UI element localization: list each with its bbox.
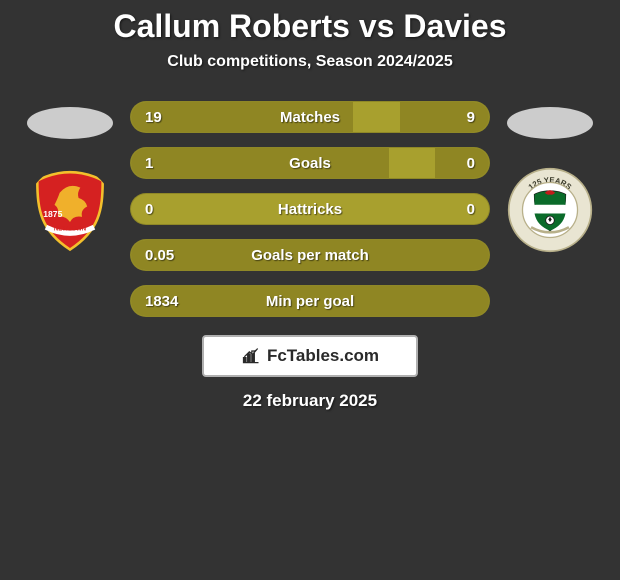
stat-row: 19 9 Matches	[130, 101, 490, 133]
watermark: FcTables.com	[202, 335, 418, 377]
stat-fill-left	[131, 148, 389, 178]
stat-value-left: 19	[145, 109, 162, 126]
watermark-text: FcTables.com	[267, 346, 379, 366]
stat-label: Goals	[289, 155, 331, 172]
stat-row: 0.05 Goals per match	[130, 239, 490, 271]
stat-value-left: 0	[145, 201, 153, 218]
stat-fill-right	[435, 148, 489, 178]
left-player-ellipse	[27, 107, 113, 139]
right-club-badge: 125 YEARS	[507, 167, 593, 253]
right-club-badge-svg: 125 YEARS	[507, 167, 593, 253]
stat-value-left: 0.05	[145, 247, 174, 264]
stat-value-right: 9	[467, 109, 475, 126]
right-player-ellipse	[507, 107, 593, 139]
chart-icon	[241, 346, 261, 366]
stat-row: 1 0 Goals	[130, 147, 490, 179]
left-club-badge-svg: 1875 NEWTOWN	[27, 167, 113, 253]
stat-value-left: 1834	[145, 293, 178, 310]
stat-row: 1834 Min per goal	[130, 285, 490, 317]
stat-row: 0 0 Hattricks	[130, 193, 490, 225]
svg-text:NEWTOWN: NEWTOWN	[54, 227, 86, 233]
stat-label: Hattricks	[278, 201, 342, 218]
right-player-col: 125 YEARS	[490, 101, 610, 253]
left-player-col: 1875 NEWTOWN	[10, 101, 130, 253]
stat-label: Min per goal	[266, 293, 354, 310]
stat-fill-right	[400, 102, 490, 132]
stat-value-left: 1	[145, 155, 153, 172]
stats-bars: 19 9 Matches 1 0 Goals 0 0 Hattricks 0.05 Goals pe…	[130, 101, 490, 317]
stat-value-right: 0	[467, 155, 475, 172]
left-club-badge: 1875 NEWTOWN	[27, 167, 113, 253]
page-subtitle: Club competitions, Season 2024/2025	[167, 53, 452, 71]
date-label: 22 february 2025	[243, 391, 377, 411]
page-title: Callum Roberts vs Davies	[113, 8, 506, 45]
main-row: 1875 NEWTOWN 19 9 Matches 1 0 Goals 0 0 Hattrick…	[0, 101, 620, 317]
stat-value-right: 0	[467, 201, 475, 218]
svg-text:1875: 1875	[43, 209, 62, 219]
stat-label: Goals per match	[251, 247, 369, 264]
comparison-widget: Callum Roberts vs Davies Club competitio…	[0, 0, 620, 411]
stat-label: Matches	[280, 109, 340, 126]
